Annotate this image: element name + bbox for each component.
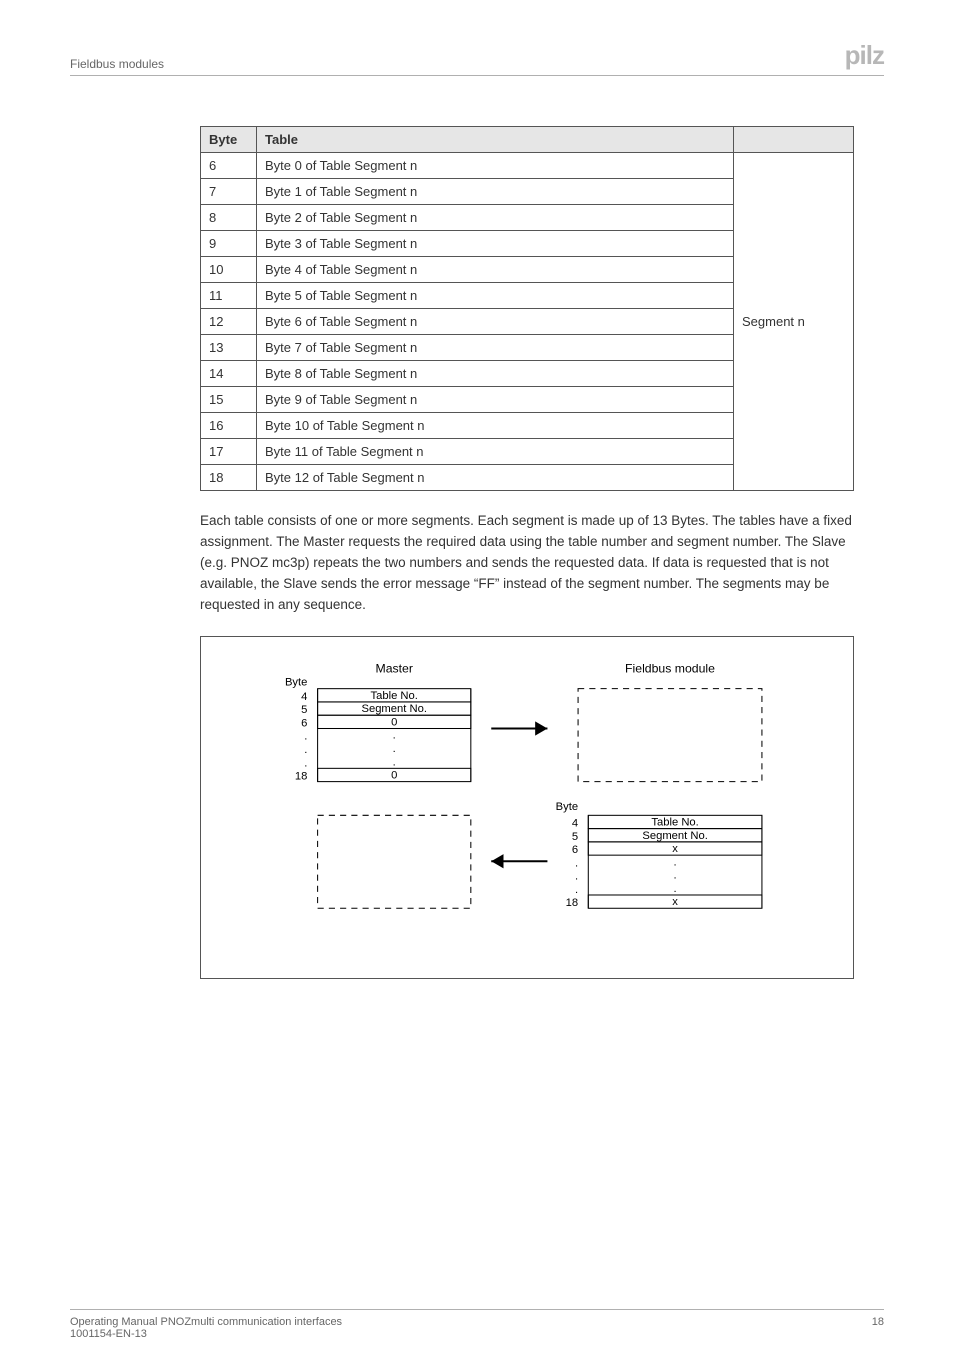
svg-text:Table No.: Table No.: [371, 689, 418, 701]
th-byte: Byte: [201, 127, 257, 153]
svg-text:.: .: [674, 856, 677, 868]
cell-byte: 16: [201, 413, 257, 439]
table-row: 6 Byte 0 of Table Segment n Segment n: [201, 153, 854, 179]
svg-text:4: 4: [301, 691, 307, 703]
th-segment: [734, 127, 854, 153]
footer-line1: Operating Manual PNOZmulti communication…: [70, 1316, 342, 1328]
svg-text:0: 0: [391, 716, 397, 728]
svg-text:.: .: [575, 884, 578, 896]
cell-text: Byte 2 of Table Segment n: [257, 205, 734, 231]
svg-text:4: 4: [572, 817, 578, 829]
master-dashed-bottom: [318, 815, 471, 908]
header-section: Fieldbus modules: [70, 57, 164, 71]
svg-text:6: 6: [572, 844, 578, 856]
svg-text:5: 5: [301, 704, 307, 716]
segment-table: Byte Table 6 Byte 0 of Table Segment n S…: [200, 126, 854, 491]
cell-byte: 13: [201, 335, 257, 361]
cell-text: Byte 5 of Table Segment n: [257, 283, 734, 309]
cell-text: Byte 10 of Table Segment n: [257, 413, 734, 439]
logo: pilz: [845, 40, 884, 71]
cell-byte: 11: [201, 283, 257, 309]
page-footer: Operating Manual PNOZmulti communication…: [70, 1309, 884, 1340]
th-table: Table: [257, 127, 734, 153]
cell-text: Byte 6 of Table Segment n: [257, 309, 734, 335]
svg-text:.: .: [393, 756, 396, 768]
body-paragraph: Each table consists of one or more segme…: [200, 511, 854, 616]
fieldbus-dashed-top: [578, 688, 762, 781]
cell-text: Byte 12 of Table Segment n: [257, 465, 734, 491]
cell-text: Byte 8 of Table Segment n: [257, 361, 734, 387]
footer-line2: 1001154-EN-13: [70, 1328, 342, 1340]
svg-text:x: x: [672, 896, 678, 908]
byte-label: Byte: [285, 676, 307, 688]
svg-text:.: .: [304, 757, 307, 769]
cell-text: Byte 4 of Table Segment n: [257, 257, 734, 283]
cell-text: Byte 1 of Table Segment n: [257, 179, 734, 205]
svg-text:6: 6: [301, 717, 307, 729]
svg-text:.: .: [304, 730, 307, 742]
cell-segment-label: Segment n: [734, 153, 854, 491]
master-byte-column: 4 5 6 . . . 18: [295, 691, 307, 783]
cell-text: Byte 11 of Table Segment n: [257, 439, 734, 465]
arrow-left-icon: [491, 854, 547, 868]
master-cells: Table No. Segment No. 0 . . . 0: [318, 688, 471, 781]
cell-byte: 17: [201, 439, 257, 465]
svg-text:.: .: [674, 883, 677, 895]
diagram-svg: Master Fieldbus module Byte 4 5 6 . . . …: [241, 657, 813, 943]
cell-byte: 18: [201, 465, 257, 491]
cell-byte: 15: [201, 387, 257, 413]
cell-byte: 8: [201, 205, 257, 231]
svg-text:Segment No.: Segment No.: [642, 829, 707, 841]
svg-text:18: 18: [566, 897, 578, 909]
cell-byte: 9: [201, 231, 257, 257]
svg-text:.: .: [393, 743, 396, 755]
diagram-title-fieldbus: Fieldbus module: [625, 661, 715, 675]
cell-text: Byte 3 of Table Segment n: [257, 231, 734, 257]
diagram-title-master: Master: [375, 661, 412, 675]
cell-text: Byte 0 of Table Segment n: [257, 153, 734, 179]
svg-text:.: .: [304, 744, 307, 756]
cell-byte: 10: [201, 257, 257, 283]
cell-byte: 6: [201, 153, 257, 179]
footer-page: 18: [872, 1316, 884, 1340]
cell-text: Byte 9 of Table Segment n: [257, 387, 734, 413]
svg-text:Segment No.: Segment No.: [361, 703, 426, 715]
cell-byte: 7: [201, 179, 257, 205]
svg-text:18: 18: [295, 770, 307, 782]
module-byte-column: 4 5 6 . . . 18: [566, 817, 578, 909]
svg-text:.: .: [575, 870, 578, 882]
page-header: Fieldbus modules pilz: [70, 40, 884, 76]
comm-diagram: Master Fieldbus module Byte 4 5 6 . . . …: [200, 636, 854, 979]
svg-text:Table No.: Table No.: [651, 816, 698, 828]
svg-text:0: 0: [391, 769, 397, 781]
cell-byte: 14: [201, 361, 257, 387]
svg-text:.: .: [575, 857, 578, 869]
cell-byte: 12: [201, 309, 257, 335]
svg-text:.: .: [674, 869, 677, 881]
svg-text:5: 5: [572, 830, 578, 842]
svg-text:.: .: [393, 729, 396, 741]
footer-left: Operating Manual PNOZmulti communication…: [70, 1316, 342, 1340]
cell-text: Byte 7 of Table Segment n: [257, 335, 734, 361]
byte-label: Byte: [556, 801, 578, 813]
svg-text:x: x: [672, 843, 678, 855]
arrow-right-icon: [491, 721, 547, 735]
module-cells: Table No. Segment No. x . . . x: [588, 815, 762, 908]
